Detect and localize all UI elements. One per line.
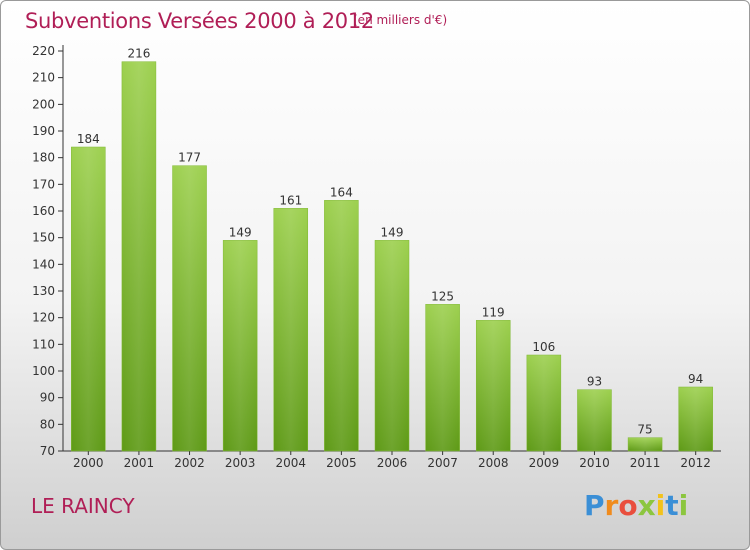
data-label: 93 <box>587 375 602 389</box>
y-tick-label: 120 <box>32 311 55 325</box>
data-label: 164 <box>330 185 353 199</box>
data-label: 149 <box>229 225 252 239</box>
data-label: 75 <box>637 423 652 437</box>
bars <box>71 61 713 452</box>
data-label: 106 <box>532 340 555 354</box>
y-tick-label: 160 <box>32 204 55 218</box>
bar-shine <box>121 61 156 452</box>
y-tick-label: 80 <box>40 417 55 431</box>
bar-shine <box>375 240 409 451</box>
x-tick-label: 2010 <box>579 456 610 470</box>
y-tick-label: 210 <box>32 71 55 85</box>
y-tick-label: 150 <box>32 231 55 245</box>
x-tick-label: 2003 <box>225 456 256 470</box>
logo-letter: t <box>665 489 679 522</box>
data-label: 184 <box>77 132 100 146</box>
bar-shine <box>577 389 612 451</box>
y-tick-label: 180 <box>32 151 55 165</box>
y-tick-label: 70 <box>40 444 55 458</box>
y-tick-label: 110 <box>32 337 55 351</box>
bar-shine <box>526 355 561 451</box>
logo-letter: i <box>655 489 666 522</box>
axes: 70 80 90 100 110 120 130 140 150 160 170 180 190 200 2… <box>32 44 721 458</box>
x-tick-label: 2008 <box>478 456 509 470</box>
bar-shine <box>71 147 106 451</box>
data-label: 119 <box>482 305 505 319</box>
bar-shine <box>223 240 258 451</box>
y-tick-label: 130 <box>32 284 55 298</box>
y-tick-label: 200 <box>32 97 55 111</box>
y-tick-label: 190 <box>32 124 55 138</box>
chart-title: Subventions Versées 2000 à 2012 <box>25 9 374 33</box>
y-tick-label: 140 <box>32 257 55 271</box>
logo-letter: P <box>584 489 605 522</box>
data-label: 177 <box>178 151 201 165</box>
x-tick-label: 2000 <box>73 456 104 470</box>
data-label: 149 <box>381 225 404 239</box>
chart-subtitle: (en milliers d'€) <box>353 13 448 27</box>
logo-letter: r <box>604 489 619 522</box>
data-label: 161 <box>279 193 302 207</box>
bar-shine <box>324 200 359 451</box>
x-tick-label: 2009 <box>529 456 560 470</box>
bar-shine <box>476 320 511 451</box>
proxiti-logo: Proxiti <box>584 489 688 522</box>
place-name: LE RAINCY <box>31 494 135 518</box>
x-tick-label: 2007 <box>427 456 458 470</box>
y-tick-label: 100 <box>32 364 55 378</box>
x-tick-label: 2012 <box>680 456 711 470</box>
data-label: 94 <box>688 372 703 386</box>
y-tick-label: 90 <box>40 391 55 405</box>
y-tick-label: 170 <box>32 177 55 191</box>
x-tick-label: 2002 <box>174 456 205 470</box>
x-tick-label: 2004 <box>275 456 306 470</box>
x-tick-label: 2005 <box>326 456 357 470</box>
logo-letter: i <box>678 489 689 522</box>
x-tick-label: 2006 <box>377 456 408 470</box>
bar-shine <box>678 387 713 451</box>
bar-shine <box>273 208 308 451</box>
logo-letter: o <box>618 489 638 522</box>
y-tick-label: 220 <box>32 44 55 58</box>
bar-shine <box>425 304 460 451</box>
data-label: 125 <box>431 289 454 303</box>
labels: 2000 184 2001 216 2002 177 2003 149 2004 161 2005 1… <box>73 47 711 470</box>
bar-shine <box>172 165 207 451</box>
x-tick-label: 2011 <box>630 456 661 470</box>
logo-letter: x <box>637 489 656 522</box>
bar-shine <box>628 437 663 451</box>
data-label: 216 <box>127 47 150 61</box>
x-tick-label: 2001 <box>124 456 155 470</box>
